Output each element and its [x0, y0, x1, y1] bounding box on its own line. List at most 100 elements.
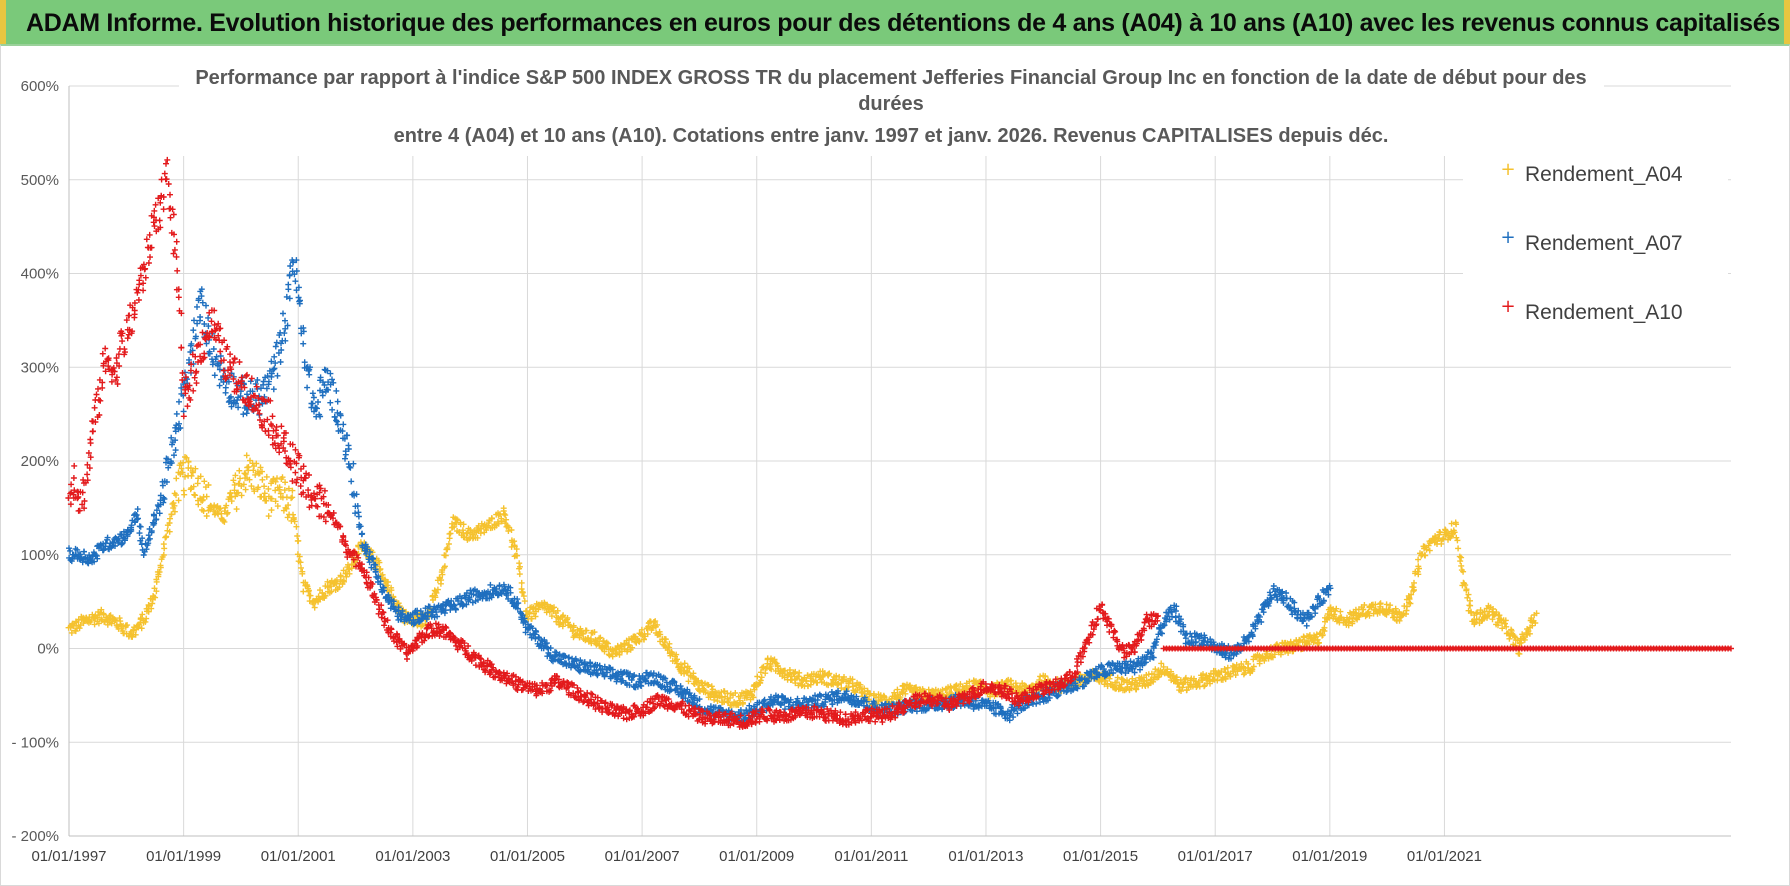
data-point — [71, 462, 78, 469]
data-point — [87, 436, 94, 443]
data-point — [517, 563, 523, 570]
data-point — [466, 596, 473, 603]
data-point — [321, 382, 328, 388]
data-point — [1432, 534, 1439, 541]
data-point — [1331, 611, 1338, 618]
data-point — [355, 513, 362, 520]
data-point — [324, 578, 331, 585]
data-point — [272, 343, 279, 350]
data-point — [268, 507, 275, 514]
data-point — [515, 600, 522, 607]
data-point — [95, 620, 102, 627]
data-point — [541, 636, 548, 643]
data-point — [210, 346, 217, 352]
data-point — [686, 665, 693, 672]
data-point — [620, 715, 627, 722]
data-point — [236, 467, 243, 474]
data-point — [1345, 622, 1352, 629]
data-point — [198, 293, 205, 300]
data-point — [263, 497, 270, 504]
data-point — [231, 487, 238, 494]
data-point — [690, 670, 697, 677]
data-point — [117, 618, 124, 625]
data-point — [173, 410, 180, 417]
data-point — [1489, 616, 1496, 623]
data-point — [1406, 596, 1413, 603]
data-point — [201, 350, 208, 357]
data-point — [511, 542, 518, 549]
data-point — [294, 533, 301, 539]
data-point — [171, 246, 178, 253]
data-point — [1160, 663, 1167, 670]
data-point — [248, 375, 255, 382]
data-point — [287, 464, 294, 471]
data-point — [143, 615, 150, 622]
data-point — [605, 640, 611, 647]
data-point — [270, 386, 277, 393]
data-point — [334, 409, 341, 416]
data-point — [170, 211, 177, 218]
data-point — [156, 510, 163, 517]
data-point — [375, 573, 382, 580]
data-point — [474, 526, 481, 533]
data-point — [851, 689, 858, 696]
data-point — [278, 347, 285, 353]
data-point — [153, 507, 160, 514]
data-point — [1463, 587, 1470, 594]
data-point — [307, 364, 313, 371]
data-point — [172, 437, 179, 444]
data-point — [757, 677, 764, 684]
data-point — [259, 476, 266, 483]
data-point — [369, 556, 376, 562]
data-point — [265, 378, 272, 385]
data-point — [1532, 620, 1539, 626]
data-point — [264, 372, 271, 379]
data-point — [597, 634, 604, 641]
data-point — [695, 677, 702, 684]
data-point — [91, 404, 98, 411]
data-point — [164, 456, 171, 463]
data-point — [170, 250, 177, 257]
data-point — [1012, 680, 1019, 687]
data-point — [612, 646, 619, 653]
data-point — [1468, 608, 1474, 615]
data-point — [1285, 649, 1292, 656]
data-point — [263, 385, 270, 392]
data-point — [339, 428, 346, 435]
data-point — [1407, 600, 1414, 607]
data-point — [233, 506, 240, 513]
data-point — [289, 487, 296, 494]
data-point — [342, 455, 348, 462]
data-point — [227, 393, 234, 400]
data-point — [168, 434, 175, 441]
data-point — [140, 280, 147, 287]
data-point — [1218, 668, 1225, 675]
data-point — [376, 567, 383, 574]
data-point — [178, 384, 185, 391]
x-tick-label: 01/01/2015 — [1063, 848, 1138, 865]
data-point — [199, 496, 206, 503]
data-point — [193, 380, 200, 387]
data-point — [231, 481, 238, 488]
data-point — [328, 588, 335, 595]
data-point — [463, 592, 470, 599]
data-point — [451, 523, 458, 530]
data-point — [1262, 654, 1269, 661]
data-point — [288, 495, 295, 502]
data-point — [1361, 602, 1368, 608]
data-point — [1404, 603, 1410, 610]
data-point — [618, 643, 625, 650]
data-point — [230, 477, 237, 484]
data-point — [498, 515, 505, 522]
data-point — [291, 518, 298, 525]
data-point — [439, 571, 446, 578]
data-point — [442, 552, 449, 559]
data-point — [158, 556, 165, 563]
x-tick-label: 01/01/1999 — [146, 848, 221, 865]
data-point — [654, 621, 661, 628]
data-point — [533, 628, 540, 635]
data-point — [234, 397, 241, 404]
data-point — [179, 469, 186, 476]
data-point — [528, 615, 535, 622]
data-point — [205, 482, 212, 488]
